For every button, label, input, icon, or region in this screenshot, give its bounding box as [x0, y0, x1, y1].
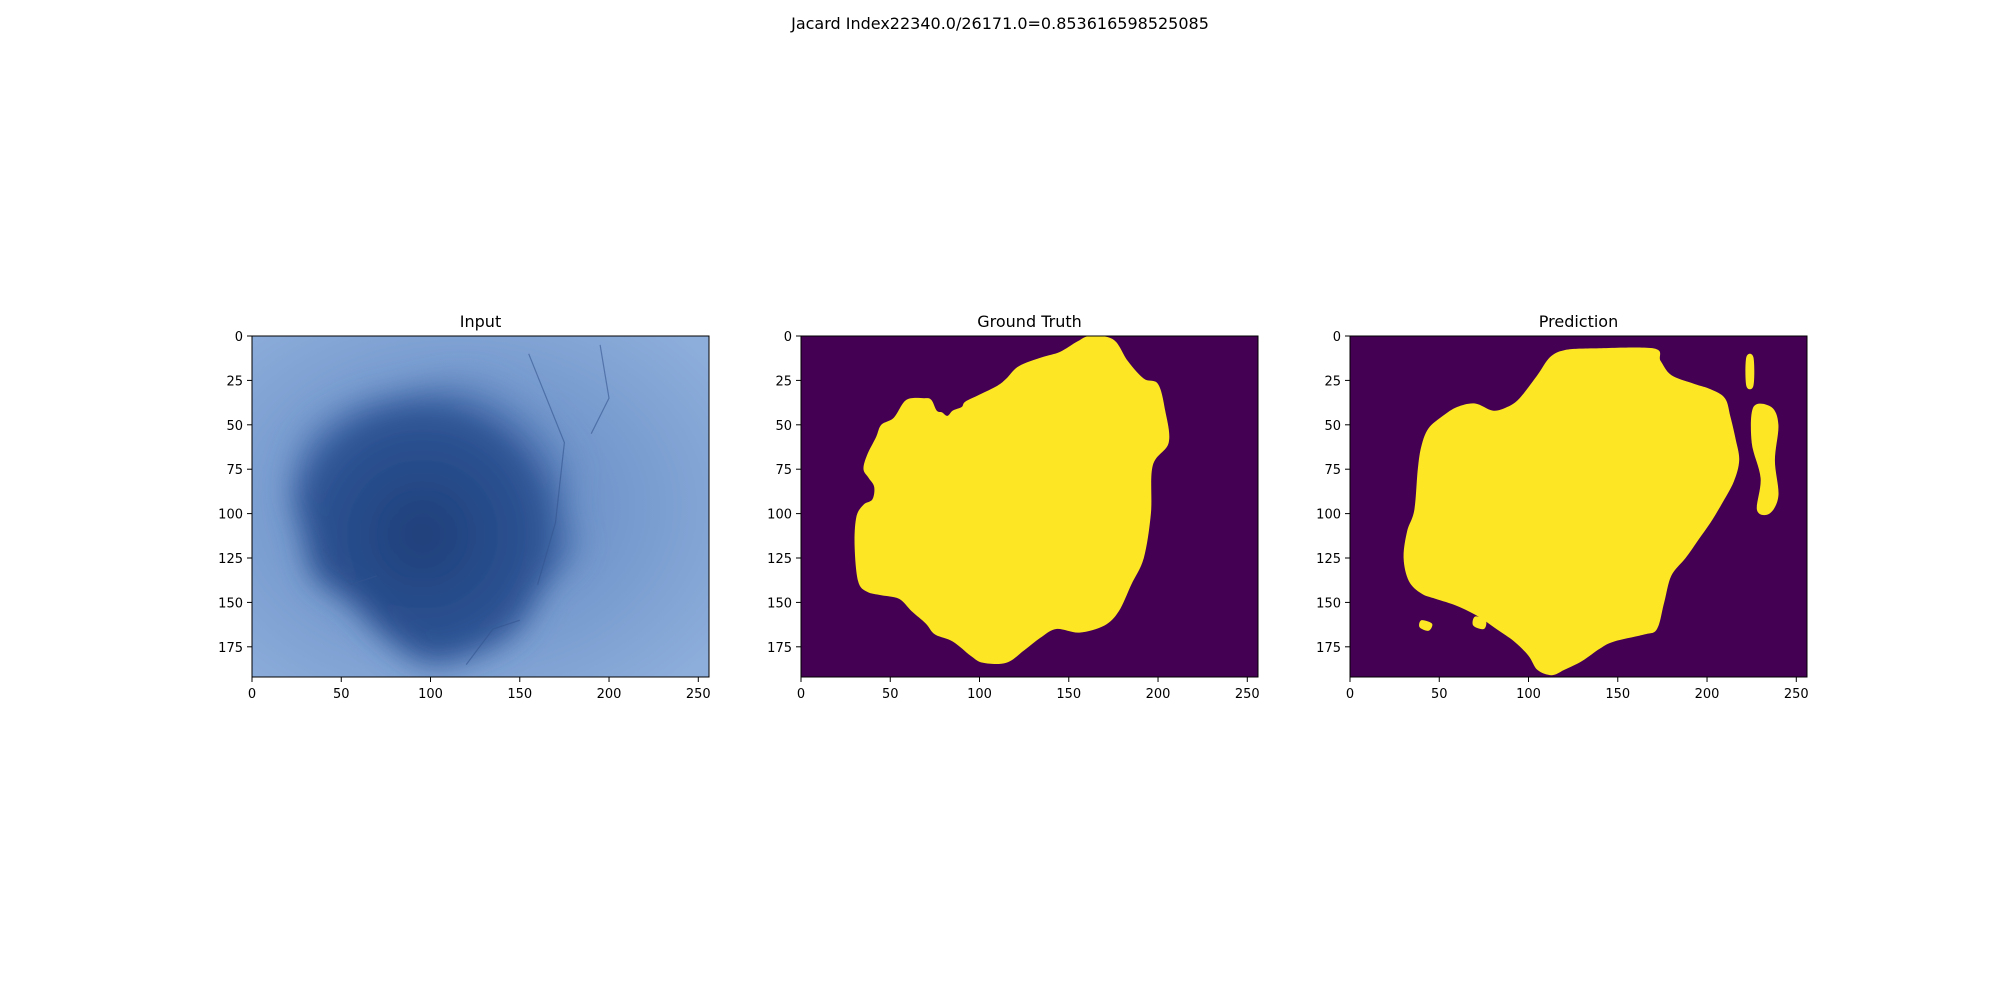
hair-strand-3	[322, 548, 378, 586]
x-tick-label: 0	[248, 687, 256, 702]
y-tick-label: 0	[235, 330, 243, 345]
y-tick-label: 100	[218, 508, 243, 523]
y-tick-label: 150	[1316, 596, 1341, 611]
y-tick-label: 100	[767, 508, 792, 523]
x-tick-label: 200	[597, 687, 622, 702]
x-tick-label: 50	[1431, 687, 1448, 702]
y-tick-label: 25	[775, 374, 792, 389]
x-tick-label: 200	[1695, 687, 1720, 702]
x-tick-label: 100	[1516, 687, 1541, 702]
y-tick-label: 50	[1324, 419, 1341, 434]
y-tick-label: 75	[775, 463, 792, 478]
image-area	[252, 336, 709, 677]
mask-blob-3	[1419, 620, 1433, 631]
y-tick-label: 125	[1316, 552, 1341, 567]
y-tick-label: 175	[1316, 641, 1341, 656]
subplot-0: Input 0 50 100 150 200 250 0 25 50 75 100 125 150 175	[218, 312, 711, 702]
mask-blob-2	[1472, 616, 1487, 630]
hair-strand-2	[465, 619, 520, 665]
hair-strand-0	[528, 353, 566, 585]
x-tick-label: 150	[1056, 687, 1081, 702]
y-tick-label: 125	[218, 552, 243, 567]
hair-strand-1	[590, 344, 610, 434]
y-tick-label: 25	[226, 374, 243, 389]
mask-blob-0	[1750, 403, 1779, 516]
y-tick-label: 50	[226, 419, 243, 434]
x-tick-label: 50	[333, 687, 350, 702]
x-tick-label: 100	[967, 687, 992, 702]
x-tick-label: 0	[797, 687, 805, 702]
y-tick-label: 50	[775, 419, 792, 434]
x-tick-label: 200	[1146, 687, 1171, 702]
x-tick-label: 250	[1784, 687, 1809, 702]
mask-region	[854, 336, 1170, 665]
y-tick-label: 175	[767, 641, 792, 656]
mask-region	[1403, 347, 1740, 676]
y-tick-label: 100	[1316, 508, 1341, 523]
subplot-2: Prediction 0 50 100 150 200 250 0 25 50 75 100 125 15…	[1316, 312, 1809, 702]
panel-title: Ground Truth	[977, 312, 1082, 331]
x-tick-label: 250	[1235, 687, 1260, 702]
axes-frame	[251, 335, 710, 678]
y-tick-label: 175	[218, 641, 243, 656]
y-tick-label: 25	[1324, 374, 1341, 389]
x-tick-label: 250	[686, 687, 711, 702]
axes-frame	[800, 335, 1259, 678]
subplot-1: Ground Truth 0 50 100 150 200 250 0 25 50 75 100 125…	[767, 312, 1260, 702]
mask-blob-1	[1745, 353, 1755, 390]
y-tick-label: 150	[767, 596, 792, 611]
y-tick-label: 75	[1324, 463, 1341, 478]
x-tick-label: 150	[1605, 687, 1630, 702]
y-tick-label: 0	[1333, 330, 1341, 345]
axes-frame	[1349, 335, 1808, 678]
x-tick-label: 100	[418, 687, 443, 702]
x-tick-label: 50	[882, 687, 899, 702]
x-tick-label: 150	[507, 687, 532, 702]
image-area	[1350, 336, 1807, 677]
x-tick-label: 0	[1346, 687, 1354, 702]
y-tick-label: 150	[218, 596, 243, 611]
lesion-region	[291, 374, 583, 665]
y-tick-label: 125	[767, 552, 792, 567]
image-area	[801, 336, 1258, 677]
y-tick-label: 0	[784, 330, 792, 345]
figure-suptitle: Jacard Index22340.0/26171.0=0.8536165985…	[791, 14, 1209, 33]
panel-title: Prediction	[1539, 312, 1618, 331]
y-tick-label: 75	[226, 463, 243, 478]
panel-title: Input	[460, 312, 501, 331]
